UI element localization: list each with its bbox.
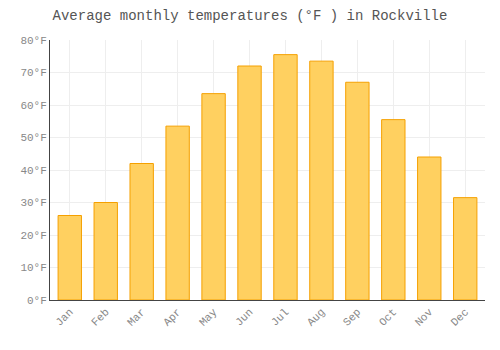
svg-text:60°F: 60°F bbox=[20, 100, 46, 112]
svg-text:Aug: Aug bbox=[305, 306, 327, 328]
svg-text:Jun: Jun bbox=[233, 306, 255, 328]
svg-text:Sep: Sep bbox=[341, 306, 363, 328]
svg-text:0°F: 0°F bbox=[27, 295, 47, 307]
svg-text:Feb: Feb bbox=[89, 306, 111, 328]
svg-text:Nov: Nov bbox=[413, 306, 436, 329]
svg-text:70°F: 70°F bbox=[20, 67, 46, 79]
svg-text:Dec: Dec bbox=[449, 306, 471, 328]
svg-text:Average monthly temperatures (: Average monthly temperatures (°F ) in Ro… bbox=[53, 8, 448, 24]
svg-text:May: May bbox=[197, 306, 220, 329]
svg-text:Oct: Oct bbox=[377, 306, 399, 328]
svg-text:Mar: Mar bbox=[125, 306, 147, 328]
svg-text:30°F: 30°F bbox=[20, 197, 46, 209]
svg-text:80°F: 80°F bbox=[20, 35, 46, 47]
svg-text:40°F: 40°F bbox=[20, 165, 46, 177]
svg-text:20°F: 20°F bbox=[20, 230, 46, 242]
svg-text:50°F: 50°F bbox=[20, 132, 46, 144]
svg-text:Jan: Jan bbox=[53, 306, 75, 328]
svg-text:10°F: 10°F bbox=[20, 262, 46, 274]
svg-text:Apr: Apr bbox=[161, 306, 183, 328]
svg-text:Jul: Jul bbox=[269, 306, 291, 328]
